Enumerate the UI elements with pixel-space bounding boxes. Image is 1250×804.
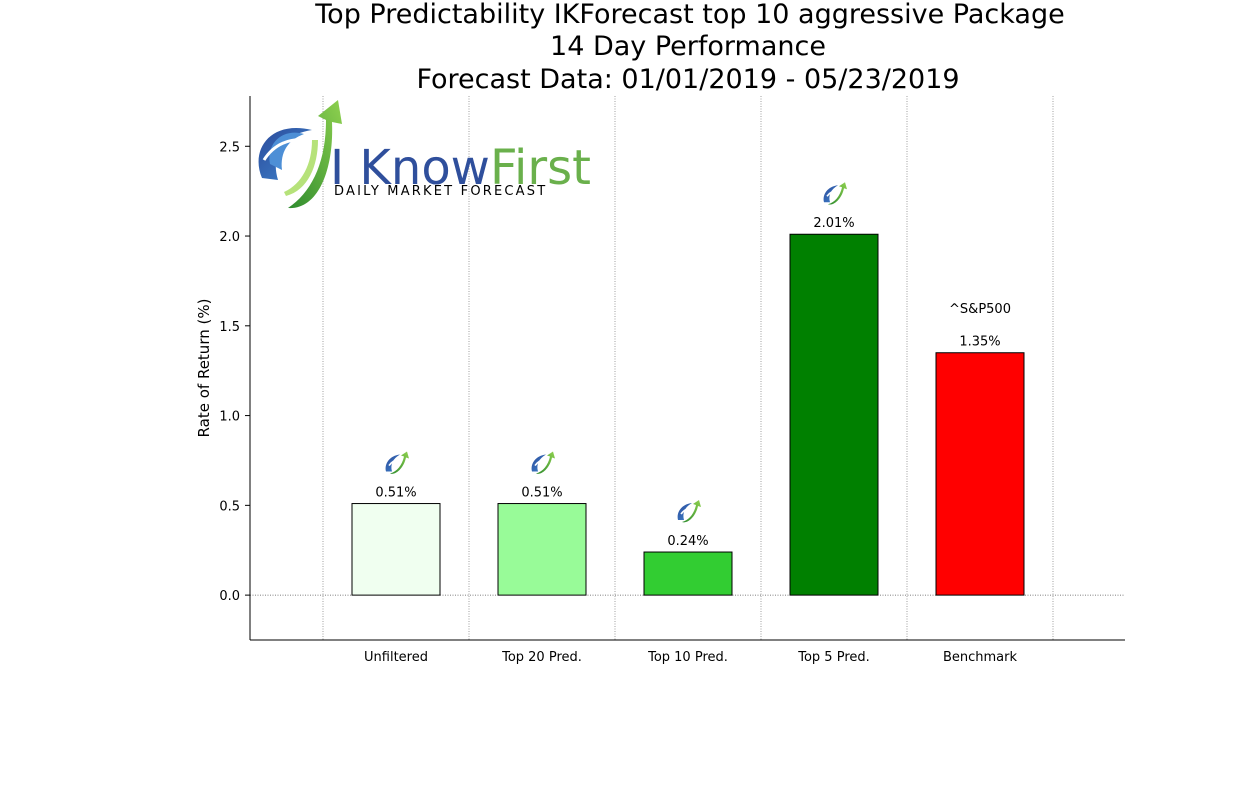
x-tick-label: Top 20 Pred. (501, 650, 582, 665)
y-tick-label: 1.5 (219, 320, 240, 335)
bar-top-10-pred (643, 551, 733, 596)
logo-text-i-know: I Know (330, 140, 490, 196)
logo-subtitle: DAILY MARKET FORECAST (334, 184, 547, 199)
chart-title-line-2: 14 Day Performance (550, 31, 826, 62)
bars (351, 233, 1025, 596)
bar-value-label: 0.51% (521, 486, 562, 501)
iknowfirst-logo: I KnowFirst DAILY MARKET FORECAST (258, 100, 591, 209)
y-axis-label: Rate of Return (%) (195, 299, 213, 438)
bar-value-label: 0.24% (667, 534, 708, 549)
bar-logo-icon (384, 450, 410, 475)
y-tick-label: 2.5 (219, 140, 240, 155)
bar-logos (384, 181, 848, 524)
x-tick-label: Top 5 Pred. (797, 650, 870, 665)
bar-top-5-pred (789, 233, 879, 596)
bar-logo-icon (822, 181, 848, 206)
x-tick-label: Unfiltered (364, 650, 428, 665)
bar-value-labels: 0.51% 0.51% 0.24% 2.01% 1.35% (375, 216, 1000, 549)
annotations: ^S&P500 (949, 302, 1011, 317)
logo-swirl-icon (258, 100, 342, 209)
x-tick-label: Top 10 Pred. (647, 650, 728, 665)
bar-benchmark (935, 352, 1025, 596)
bar-top-20-pred (497, 503, 587, 596)
bar-value-label: 1.35% (959, 335, 1000, 350)
bar-logo-icon (676, 499, 702, 524)
y-tick-label: 0.5 (219, 499, 240, 514)
annotation-label: ^S&P500 (949, 302, 1011, 317)
y-ticks: 0.0 0.5 1.0 1.5 2.0 2.5 (219, 140, 250, 604)
chart-title-line-3: Forecast Data: 01/01/2019 - 05/23/2019 (416, 64, 959, 95)
bar-value-label: 0.51% (375, 486, 416, 501)
chart-title-line-1: Top Predictability IKForecast top 10 agg… (314, 0, 1064, 30)
y-tick-label: 1.0 (219, 410, 240, 425)
grid-lines (322, 96, 1054, 640)
bar-logo-icon (530, 450, 556, 475)
logo-text-first: First (490, 140, 591, 196)
x-tick-label: Benchmark (943, 650, 1018, 665)
logo-text-main: I KnowFirst (330, 140, 591, 196)
bar-value-label: 2.01% (813, 216, 854, 231)
x-tick-labels: Unfiltered Top 20 Pred. Top 10 Pred. Top 5 … (364, 650, 1017, 665)
y-tick-label: 2.0 (219, 230, 240, 245)
y-tick-label: 0.0 (219, 589, 240, 604)
chart-title: Top Predictability IKForecast top 10 agg… (314, 0, 1064, 95)
bar-unfiltered (351, 503, 441, 596)
